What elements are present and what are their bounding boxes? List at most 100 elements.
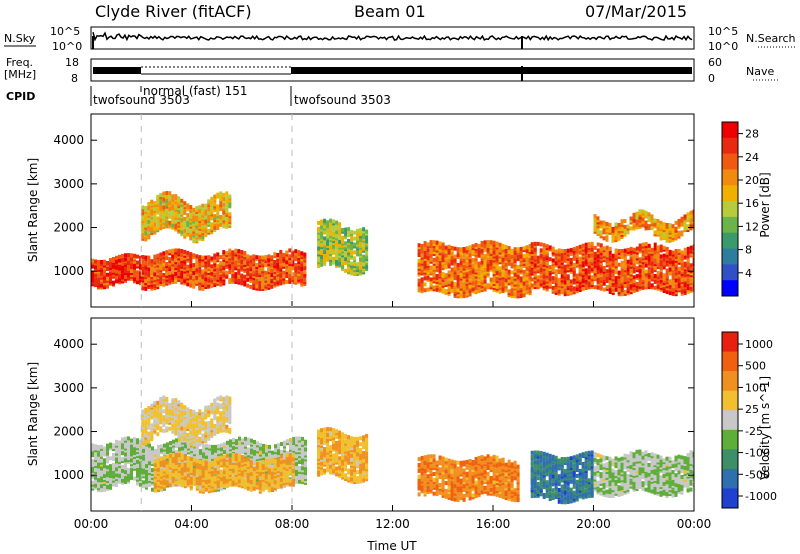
heatmap-cell — [513, 255, 517, 260]
heatmap-cell — [359, 228, 363, 233]
heatmap-cell — [429, 265, 433, 270]
heatmap-cell — [97, 452, 100, 457]
heatmap-cell — [650, 267, 654, 272]
heatmap-cell — [292, 441, 295, 445]
heatmap-cell — [671, 282, 675, 286]
heatmap-cell — [265, 458, 268, 463]
heatmap-cell — [632, 212, 636, 217]
heatmap-cell — [249, 259, 253, 264]
heatmap-cell — [483, 254, 487, 259]
heatmap-cell — [617, 282, 621, 287]
heatmap-cell — [692, 244, 694, 249]
heatmap-cell — [240, 273, 244, 278]
heatmap-cell — [566, 260, 570, 265]
heatmap-cell — [483, 287, 487, 292]
heatmap-cell — [139, 455, 142, 460]
heatmap-cell — [542, 247, 546, 252]
heatmap-cell — [507, 269, 511, 274]
heatmap-cell — [584, 254, 588, 259]
heatmap-cell — [483, 279, 487, 284]
heatmap-cell — [605, 284, 609, 289]
heatmap-cell — [456, 288, 460, 293]
heatmap-cell — [329, 261, 333, 266]
heatmap-cell — [432, 265, 436, 270]
nsearch-tick-bottom: 10^0 — [708, 40, 738, 53]
heatmap-cell — [438, 263, 442, 268]
heatmap-cell — [620, 264, 624, 269]
heatmap-cell — [450, 271, 454, 276]
heatmap-cell — [282, 274, 286, 279]
heatmap-cell — [486, 247, 490, 252]
heatmap-cell — [356, 228, 360, 233]
heatmap-cell — [516, 292, 520, 297]
heatmap-cell — [641, 223, 645, 228]
heatmap-cell — [462, 247, 466, 251]
heatmap-cell — [516, 280, 520, 285]
heatmap-cell — [223, 442, 226, 447]
heatmap-cell — [338, 257, 342, 262]
heatmap-cell — [489, 277, 493, 282]
heatmap-cell — [417, 251, 421, 256]
heatmap-cell — [635, 221, 639, 226]
heatmap-cell — [347, 238, 351, 243]
heatmap-cell — [255, 255, 259, 260]
heatmap-cell — [429, 244, 433, 248]
heatmap-cell — [112, 470, 115, 475]
heatmap-cell — [417, 278, 421, 283]
heatmap-cell — [151, 487, 154, 492]
heatmap-cell — [611, 253, 615, 258]
heatmap-cell — [563, 288, 567, 293]
heatmap-cell — [353, 230, 357, 235]
heatmap-cell — [605, 259, 609, 264]
heatmap-cell — [575, 273, 579, 278]
heatmap-cell — [362, 246, 366, 251]
heatmap-cell — [456, 262, 460, 267]
heatmap-cell — [162, 278, 166, 283]
heatmap-cell — [291, 250, 295, 255]
heatmap-cell — [459, 280, 463, 285]
heatmap-cell — [178, 443, 181, 448]
heatmap-cell — [139, 279, 142, 284]
heatmap-cell — [258, 285, 262, 289]
heatmap-cell — [225, 257, 229, 261]
station-title: Clyde River (fitACF) — [95, 2, 252, 21]
heatmap-cell — [168, 212, 172, 217]
heatmap-cell — [575, 246, 579, 250]
heatmap-cell — [174, 248, 178, 253]
heatmap-cell — [599, 220, 603, 225]
heatmap-cell — [141, 260, 145, 265]
heatmap-cell — [273, 260, 277, 264]
heatmap-cell — [151, 446, 154, 451]
heatmap-cell — [121, 253, 124, 258]
heatmap-cell — [127, 456, 130, 461]
heatmap-cell — [602, 236, 606, 241]
heatmap-cell — [258, 255, 262, 260]
heatmap-cell — [653, 246, 657, 251]
heatmap-cell — [216, 204, 220, 209]
heatmap-cell — [471, 244, 475, 249]
heatmap-cell — [554, 257, 558, 262]
heatmap-cell — [273, 281, 277, 286]
heatmap-cell — [501, 265, 505, 270]
heatmap-cell — [171, 210, 175, 214]
heatmap-cell — [112, 264, 115, 269]
heatmap-cell — [262, 453, 265, 458]
heatmap-cell — [225, 195, 229, 200]
heatmap-cell — [171, 194, 175, 199]
heatmap-cell — [109, 479, 112, 484]
freq-label-1: Freq. — [6, 56, 33, 69]
heatmap-cell — [677, 270, 681, 275]
heatmap-cell — [285, 256, 289, 261]
heatmap-cell — [237, 255, 241, 259]
heatmap-cell — [247, 437, 250, 442]
heatmap-cell — [528, 244, 532, 248]
heatmap-cell — [447, 288, 451, 293]
heatmap-cell — [304, 471, 307, 476]
heatmap-cell — [671, 256, 675, 261]
heatmap-cell — [341, 227, 345, 232]
heatmap-cell — [677, 249, 681, 253]
heatmap-cell — [186, 203, 190, 208]
heatmap-cell — [632, 255, 636, 260]
heatmap-cell — [238, 436, 241, 441]
heatmap-cell — [365, 229, 369, 234]
